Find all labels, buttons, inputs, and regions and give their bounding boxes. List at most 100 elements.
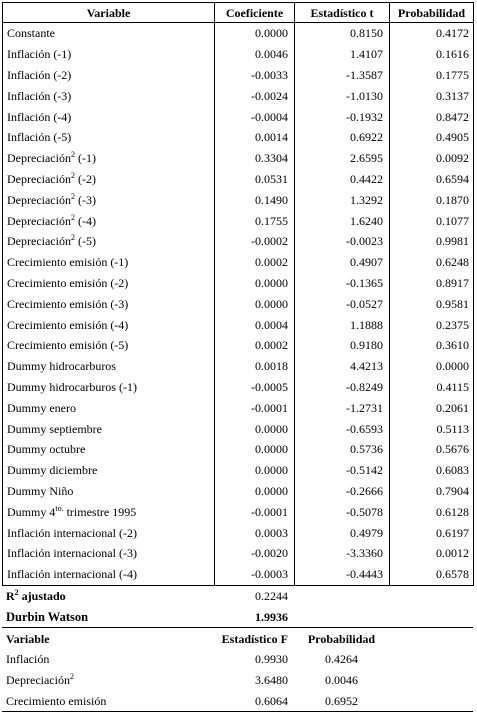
t-stat-cell: -0.0023: [294, 230, 390, 252]
variable-name-cell: Dummy Niño: [2, 480, 215, 502]
coefficient-cell: 0.0002: [214, 334, 295, 356]
variable-name: Depreciación: [7, 171, 71, 186]
variable-name: Dummy hidrocarburos (-1): [7, 379, 137, 394]
variable-name-cell: Crecimiento emisión (-5): [2, 334, 215, 356]
table-row: Inflación (-1) 0.0046 1.4107 0.1616: [2, 43, 474, 65]
t-stat-cell: -0.6593: [294, 418, 390, 439]
variable-name: Depreciación: [7, 213, 71, 228]
t-stat-cell: -1.0130: [294, 85, 390, 107]
variable-name: Inflación (-2): [7, 67, 72, 82]
variable-name: Depreciación: [7, 151, 71, 166]
variable-name-cell: Inflación internacional (-2): [2, 522, 215, 543]
table-row: Inflación (-5) 0.0014 0.6922 0.4905: [2, 126, 474, 148]
table-row: Dummy enero -0.0001 -1.2731 0.2061: [2, 397, 474, 419]
variable-name: Dummy diciembre: [7, 463, 98, 478]
coefficient-cell: -0.0005: [214, 376, 295, 398]
variable-name: Inflación (-3): [7, 88, 72, 103]
table-row: Depreciación2 (-5) -0.0002 -0.0023 0.9981: [2, 230, 474, 252]
variable-name-cell: Dummy hidrocarburos: [2, 355, 215, 377]
f-stat-cell: 0.6064: [214, 690, 294, 713]
t-stat-cell: 0.8150: [294, 22, 390, 44]
variable-name: Dummy septiembre: [7, 421, 102, 436]
variable-name-cell: Dummy octubre: [2, 438, 215, 460]
f-table-row: Inflación 0.9930 0.4264: [2, 649, 473, 670]
durbin-watson-value: 1.9936: [214, 606, 294, 629]
f-header-probabilidad: Probabilidad: [307, 631, 376, 646]
t-stat-cell: -1.2731: [294, 397, 390, 419]
durbin-watson-label: Durbin Watson: [2, 606, 214, 629]
t-stat-cell: -0.1365: [294, 272, 390, 294]
table-row: Inflación internacional (-2) 0.0003 0.4979…: [2, 522, 474, 543]
t-stat-cell: -0.0527: [294, 293, 390, 315]
table-row: Inflación internacional (-4) -0.0003 -0.44…: [2, 563, 474, 586]
t-stat-cell: 0.4907: [294, 251, 390, 273]
header-row: Variable Coeficiente Estadístico t Proba…: [2, 2, 474, 23]
coefficient-cell: -0.0004: [214, 106, 295, 127]
coefficient-cell: 0.3304: [214, 147, 295, 169]
f-variable-name-cell: Depreciación2: [2, 670, 214, 691]
variable-name-cell: Inflación (-2): [2, 64, 215, 86]
variable-name-cell: Inflación (-3): [2, 85, 215, 107]
table-row: Inflación (-4) -0.0004 -0.1932 0.8472: [2, 106, 474, 127]
t-stat-cell: -3.3360: [294, 542, 390, 564]
table-row: Depreciación2 (-4) 0.1755 1.6240 0.1077: [2, 210, 474, 231]
probability-cell: 0.5113: [389, 418, 474, 439]
variable-name-cell: Depreciación2 (-5): [2, 230, 215, 252]
coefficient-cell: 0.0014: [214, 126, 295, 148]
probability-cell: 0.9981: [389, 230, 474, 252]
variable-superscript: 2: [70, 212, 75, 222]
variable-name: Crecimiento emisión (-4): [7, 317, 129, 332]
variable-name: Depreciación: [7, 234, 71, 249]
probability-cell: 0.8472: [389, 106, 474, 127]
t-stat-cell: -0.8249: [294, 376, 390, 398]
probability-cell: 0.6083: [389, 459, 474, 481]
header-variable: Variable: [2, 2, 215, 23]
f-variable-name-cell: Inflación: [2, 649, 214, 670]
variable-name: Inflación internacional (-2): [7, 525, 137, 540]
t-stat-cell: 0.5736: [294, 438, 390, 460]
table-row: Inflación (-2) -0.0033 -1.3587 0.1775: [2, 64, 474, 86]
probability-cell: 0.8917: [389, 272, 474, 294]
t-stat-cell: 1.6240: [294, 210, 390, 231]
t-stat-cell: 0.4422: [294, 168, 390, 190]
t-stat-cell: -0.5142: [294, 459, 390, 481]
table-row: Crecimiento emisión (-4) 0.0004 1.1888 0.23…: [2, 314, 474, 335]
f-variable-superscript: 2: [69, 672, 74, 682]
variable-name: Dummy enero: [7, 400, 76, 415]
table-row: Dummy 4to. trimestre 1995 -0.0001 -0.5078 0…: [2, 501, 474, 523]
probability-cell: 0.0000: [389, 355, 474, 377]
probability-cell: 0.0092: [389, 147, 474, 169]
coefficient-cell: 0.0000: [214, 418, 295, 439]
probability-cell: 0.1077: [389, 210, 474, 231]
f-header-estadistico-f: Estadístico F: [221, 631, 288, 646]
f-table-row: Crecimiento emisión 0.6064 0.6952: [2, 690, 473, 713]
variable-name-cell: Constante: [2, 22, 215, 44]
table-row: Dummy diciembre 0.0000 -0.5142 0.6083: [2, 459, 474, 481]
coefficient-cell: 0.1755: [214, 210, 295, 231]
probability-cell: 0.4172: [389, 22, 474, 44]
variable-name-cell: Crecimiento emisión (-1): [2, 251, 215, 273]
table-row: Crecimiento emisión (-5) 0.0002 0.9180 0.36…: [2, 334, 474, 356]
probability-cell: 0.7904: [389, 480, 474, 502]
f-probability-cell: 0.0046: [325, 673, 358, 688]
coefficient-cell: -0.0003: [214, 563, 295, 586]
table-row: Crecimiento emisión (-1) 0.0002 0.4907 0.62…: [2, 251, 474, 273]
coefficient-cell: 0.0004: [214, 314, 295, 335]
variable-name: Dummy Niño: [7, 483, 74, 498]
table-row: Constante 0.0000 0.8150 0.4172: [2, 22, 474, 44]
variable-suffix: (-3): [74, 192, 96, 207]
variable-name: Constante: [7, 26, 55, 41]
t-stat-cell: 0.6922: [294, 126, 390, 148]
probability-cell: 0.6594: [389, 168, 474, 190]
probability-cell: 0.1775: [389, 64, 474, 86]
r2-label-suffix: ajustado: [18, 588, 66, 603]
probability-cell: 0.6128: [389, 501, 474, 523]
variable-name-cell: Inflación (-5): [2, 126, 215, 148]
variable-name: Crecimiento emisión (-1): [7, 255, 129, 270]
f-table-header-row: Variable Estadístico F Probabilidad: [2, 628, 473, 649]
variable-suffix: (-5): [74, 234, 96, 249]
variable-name: Inflación (-5): [7, 130, 72, 145]
r2-label: R2 ajustado: [2, 586, 214, 607]
variable-name-cell: Depreciación2 (-3): [2, 189, 215, 211]
